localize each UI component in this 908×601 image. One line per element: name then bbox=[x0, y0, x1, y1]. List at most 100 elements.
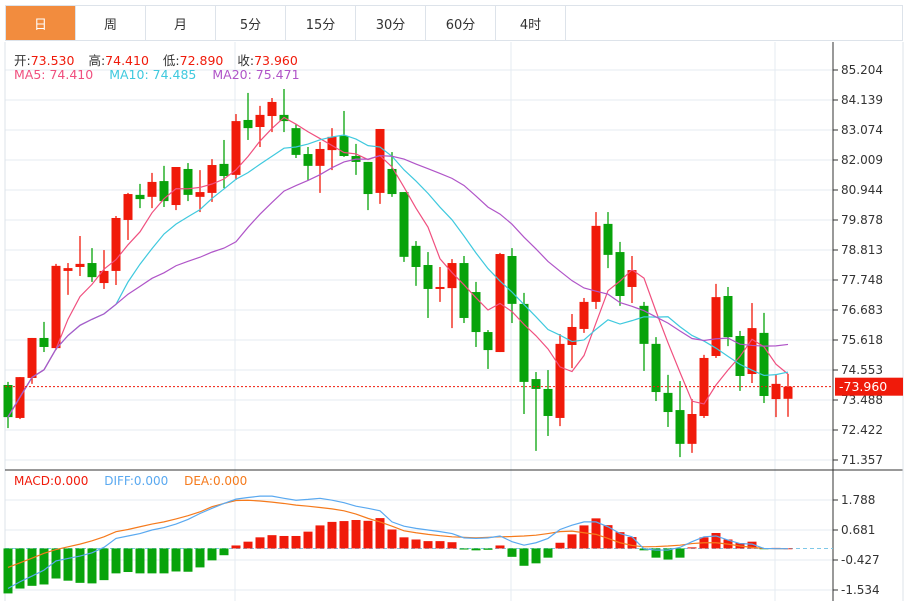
macd-bar bbox=[555, 542, 565, 549]
candle bbox=[363, 161, 373, 211]
tab-day[interactable]: 日 bbox=[6, 6, 76, 40]
candle-body bbox=[651, 343, 661, 393]
macd-bar bbox=[483, 548, 493, 550]
macd-bar bbox=[87, 548, 97, 584]
candle-body bbox=[159, 181, 169, 202]
macd-bar bbox=[63, 548, 73, 581]
price-tick-label: 85.204 bbox=[841, 63, 883, 77]
candle-body bbox=[195, 192, 205, 197]
macd-bar bbox=[651, 548, 661, 558]
current-price-badge bbox=[835, 377, 903, 396]
candle-body bbox=[543, 388, 553, 416]
candle-body bbox=[399, 192, 409, 257]
candle-body bbox=[747, 328, 757, 375]
candle-body bbox=[447, 263, 457, 289]
macd-bar bbox=[435, 541, 445, 549]
candle-body bbox=[315, 148, 325, 166]
macd-bar bbox=[291, 535, 301, 549]
candle bbox=[507, 248, 517, 324]
candle bbox=[579, 297, 589, 333]
candle-body bbox=[531, 379, 541, 389]
macd-bar bbox=[351, 519, 361, 549]
candle bbox=[675, 381, 685, 458]
candle-body bbox=[591, 225, 601, 302]
price-tick-label: 72.422 bbox=[841, 423, 883, 437]
tab-30min[interactable]: 30分 bbox=[356, 6, 426, 40]
macd-tick-label: 1.788 bbox=[841, 493, 875, 507]
candle bbox=[735, 330, 745, 391]
candle-body bbox=[507, 256, 517, 304]
candle-body bbox=[183, 168, 193, 195]
macd-tick-label: -1.534 bbox=[841, 583, 880, 597]
open-value: 73.530 bbox=[30, 53, 75, 68]
macd-bar bbox=[171, 548, 181, 572]
candle-body bbox=[171, 167, 181, 206]
macd-bar bbox=[315, 525, 325, 549]
candle-body bbox=[363, 161, 373, 195]
candle-body bbox=[303, 154, 313, 166]
macd-bar bbox=[183, 548, 193, 572]
macd-bar bbox=[27, 548, 37, 586]
current-price-label: -73.960 bbox=[839, 379, 887, 394]
ma-legend: MA5: 74.410 MA10: 74.485 MA20: 75.471 bbox=[14, 67, 312, 82]
candle bbox=[555, 334, 565, 427]
candle-body bbox=[579, 301, 589, 329]
macd-bar bbox=[51, 548, 61, 579]
candle bbox=[783, 374, 793, 417]
macd-bar bbox=[327, 521, 337, 549]
tab-week[interactable]: 周 bbox=[76, 6, 146, 40]
low-label: 低: bbox=[162, 53, 180, 68]
macd-bar bbox=[459, 548, 469, 550]
tab-60min[interactable]: 60分 bbox=[426, 6, 496, 40]
candle bbox=[303, 147, 313, 180]
candle-body bbox=[63, 268, 73, 271]
ma10-line bbox=[7, 134, 789, 418]
candle bbox=[219, 139, 229, 189]
macd-bar bbox=[195, 548, 205, 568]
candle bbox=[435, 266, 445, 302]
macd-bar bbox=[519, 548, 529, 566]
candle-body bbox=[327, 136, 337, 151]
macd-bar bbox=[123, 548, 133, 573]
macd-bar bbox=[99, 548, 109, 581]
macd-bar bbox=[615, 532, 625, 549]
candle-body bbox=[39, 337, 49, 347]
candle-body bbox=[255, 114, 265, 128]
candle-body bbox=[51, 265, 61, 349]
macd-bar bbox=[711, 532, 721, 549]
macd-bar bbox=[747, 541, 757, 549]
price-tick-label: 76.683 bbox=[841, 303, 883, 317]
candle-body bbox=[627, 270, 637, 287]
macd-bar bbox=[411, 539, 421, 549]
price-tick-label: 82.009 bbox=[841, 153, 883, 167]
candle bbox=[291, 123, 301, 158]
ma20-line bbox=[7, 155, 789, 418]
candle-body bbox=[639, 305, 649, 344]
open-label: 开: bbox=[14, 53, 31, 68]
macd-bar bbox=[147, 548, 157, 574]
candle-body bbox=[243, 119, 253, 129]
macd-legend: MACD:0.000 DIFF:0.000 DEA:0.000 bbox=[14, 474, 259, 488]
ohlc-info: 开:73.530 高:74.410 低:72.890 收:73.960 bbox=[14, 50, 308, 69]
candle bbox=[423, 252, 433, 318]
candle-body bbox=[99, 270, 109, 284]
tab-15min[interactable]: 15分 bbox=[286, 6, 356, 40]
macd-bar bbox=[159, 548, 169, 574]
candle bbox=[183, 163, 193, 202]
candle bbox=[123, 192, 133, 240]
candle bbox=[195, 170, 205, 213]
tab-4hour[interactable]: 4时 bbox=[496, 6, 566, 40]
tab-5min[interactable]: 5分 bbox=[216, 6, 286, 40]
candle bbox=[39, 321, 49, 353]
dea-line bbox=[7, 499, 788, 568]
candle bbox=[375, 128, 385, 204]
price-tick-label: 74.553 bbox=[841, 363, 883, 377]
candle-body bbox=[147, 181, 157, 197]
candle-body bbox=[267, 101, 277, 117]
diff-line bbox=[7, 495, 788, 590]
candle-body bbox=[435, 286, 445, 289]
tab-month[interactable]: 月 bbox=[146, 6, 216, 40]
candle bbox=[339, 110, 349, 157]
candle-body bbox=[723, 295, 733, 338]
